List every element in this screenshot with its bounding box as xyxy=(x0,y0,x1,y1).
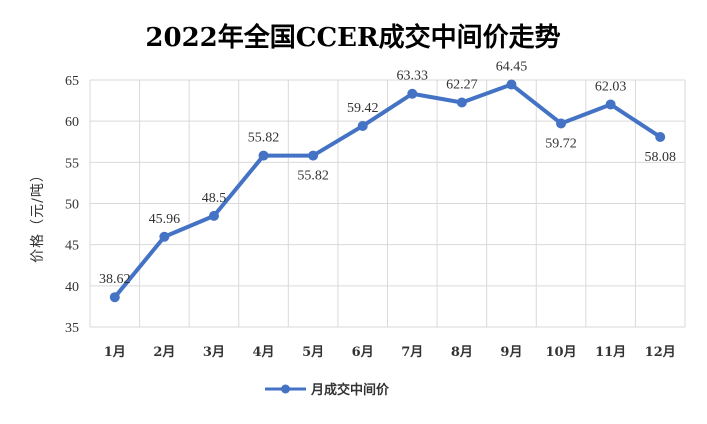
data-point xyxy=(208,210,219,221)
x-tick-label: 12月 xyxy=(645,345,676,360)
data-label: 62.27 xyxy=(446,77,478,92)
y-tick-label: 45 xyxy=(65,239,79,254)
series-line xyxy=(112,82,663,300)
data-label: 45.96 xyxy=(149,212,181,227)
data-label: 55.82 xyxy=(297,169,329,184)
data-point xyxy=(655,131,666,142)
x-tick-label: 1月 xyxy=(104,345,126,360)
data-point xyxy=(407,88,418,99)
data-point xyxy=(506,79,517,90)
legend-label: 月成交中间价 xyxy=(310,382,390,398)
y-tick-label: 35 xyxy=(65,321,79,336)
data-point xyxy=(456,97,467,108)
data-point xyxy=(159,231,170,242)
x-tick-label: 2月 xyxy=(153,345,175,360)
series-layer xyxy=(109,79,666,303)
x-tick-label: 5月 xyxy=(302,345,324,360)
axes: 35 40 45 50 55 60 65 1月 2月 3月 4月 5月 6月 7月 8月 9月 10月 11月 12… xyxy=(65,74,676,360)
y-tick-label: 50 xyxy=(65,198,79,213)
x-tick-label: 11月 xyxy=(595,345,626,360)
x-tick-label: 9月 xyxy=(500,345,522,360)
data-point xyxy=(556,118,567,129)
data-label: 62.03 xyxy=(595,79,627,94)
y-axis-title: 价格（元/吨） xyxy=(30,167,46,263)
data-point xyxy=(258,150,269,161)
data-point xyxy=(109,292,120,303)
gridlines xyxy=(89,79,686,328)
data-labels: 38.62 45.96 48.5 55.82 55.82 59.42 63.33 62.27 6… xyxy=(99,60,676,288)
data-point xyxy=(308,150,319,161)
data-label: 58.08 xyxy=(644,150,676,165)
y-tick-label: 55 xyxy=(65,156,79,171)
data-label: 59.42 xyxy=(347,101,379,116)
x-tick-label: 6月 xyxy=(352,345,374,360)
x-tick-label: 7月 xyxy=(401,345,423,360)
data-label: 38.62 xyxy=(99,272,131,287)
y-tick-label: 60 xyxy=(65,115,79,130)
data-label: 64.45 xyxy=(496,60,528,75)
data-label: 63.33 xyxy=(397,69,429,84)
legend: 月成交中间价 xyxy=(265,382,390,398)
x-tick-label: 3月 xyxy=(203,345,225,360)
data-label: 48.5 xyxy=(202,191,227,206)
x-tick-label: 8月 xyxy=(451,345,473,360)
data-label: 55.82 xyxy=(248,131,280,146)
x-tick-label: 4月 xyxy=(253,345,275,360)
data-point xyxy=(357,120,368,131)
data-label: 59.72 xyxy=(545,136,577,151)
y-tick-label: 65 xyxy=(65,74,79,89)
x-tick-label: 10月 xyxy=(545,345,576,360)
chart-title: 2022年全国CCER成交中间价走势 xyxy=(145,22,560,53)
data-point xyxy=(605,99,616,110)
legend-swatch-marker xyxy=(281,384,290,394)
y-tick-label: 40 xyxy=(65,280,79,295)
